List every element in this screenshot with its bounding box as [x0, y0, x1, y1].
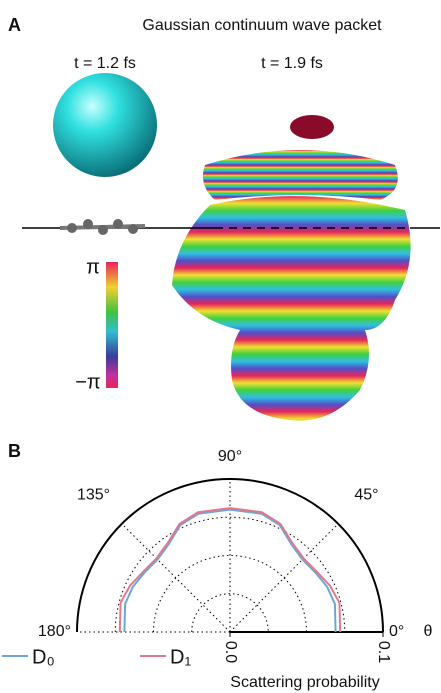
colorbar-label: −π — [75, 371, 100, 393]
colorbar — [106, 262, 118, 388]
theta-tick-label: 90° — [218, 448, 242, 465]
time-label: t = 1.9 fs — [261, 55, 323, 72]
wave-packet — [172, 196, 411, 421]
r-tick-label: 0.1 — [375, 641, 392, 663]
molecule — [60, 219, 145, 235]
wave-packet — [203, 150, 398, 200]
r-axis-title: Scattering probability — [230, 674, 379, 691]
r-tick-label: 0.0 — [222, 641, 239, 663]
lobe — [290, 115, 334, 139]
legend-label: D₁ — [170, 646, 191, 668]
theta-tick-label: 45° — [354, 487, 378, 504]
theta-tick-label: 180° — [38, 623, 71, 640]
theta-axis-title: θ — [424, 623, 433, 640]
grid-ring — [115, 517, 345, 632]
colorbar-label: π — [86, 256, 100, 278]
theta-tick-label: 135° — [77, 487, 110, 504]
time-label: t = 1.2 fs — [74, 55, 136, 72]
panel-label: A — [8, 15, 21, 35]
legend-label: D₀ — [32, 646, 55, 668]
sphere — [53, 73, 157, 177]
panel-title: Gaussian continuum wave packet — [142, 17, 382, 34]
figure: A Gaussian continuum wave packet t = 1.2… — [0, 0, 441, 693]
panel-label: B — [8, 441, 21, 461]
theta-tick-label: 0° — [389, 623, 404, 640]
